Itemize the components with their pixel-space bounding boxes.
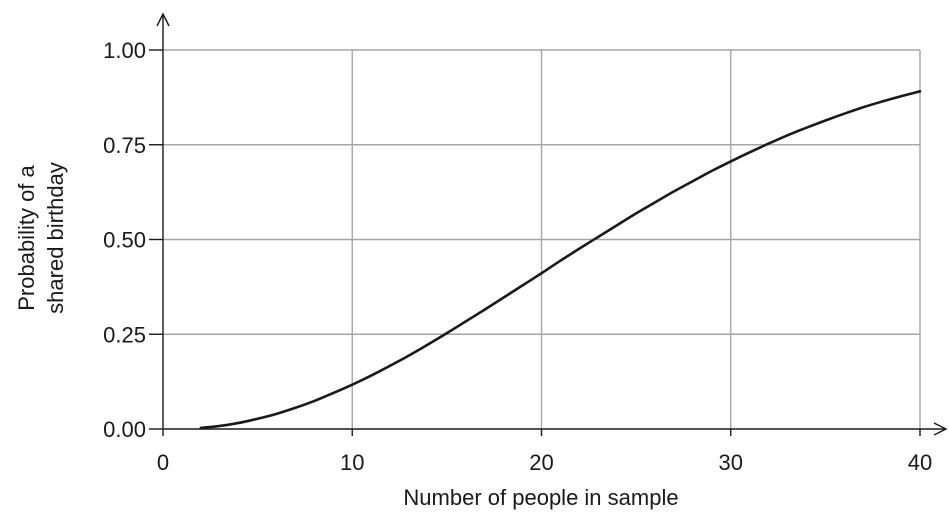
y-tick-label-3: 0.75 [103,133,146,158]
axes [149,12,948,436]
y-tick-label-2: 0.50 [103,228,146,253]
x-axis-arrow [933,422,948,436]
y-axis-arrow [156,12,170,27]
x-tick-label-1: 10 [340,450,364,475]
series-line [199,90,922,430]
y-tick-label-0: 0.00 [103,417,146,442]
x-tick-label-2: 20 [529,450,553,475]
x-tick-label-3: 30 [719,450,743,475]
y-tick-label-4: 1.00 [103,38,146,63]
grid [163,49,921,429]
y-axis-title-line-2: shared birthday [43,162,68,314]
x-tick-label-0: 0 [157,450,169,475]
y-tick-label-1: 0.25 [103,322,146,347]
x-tick-label-4: 40 [908,450,932,475]
y-axis-title-line-1: Probability of a [14,164,39,310]
x-axis-title: Number of people in sample [403,485,678,510]
tick-labels: 0.00 0.25 0.50 0.75 1.00 0 10 20 30 40 [103,38,932,475]
